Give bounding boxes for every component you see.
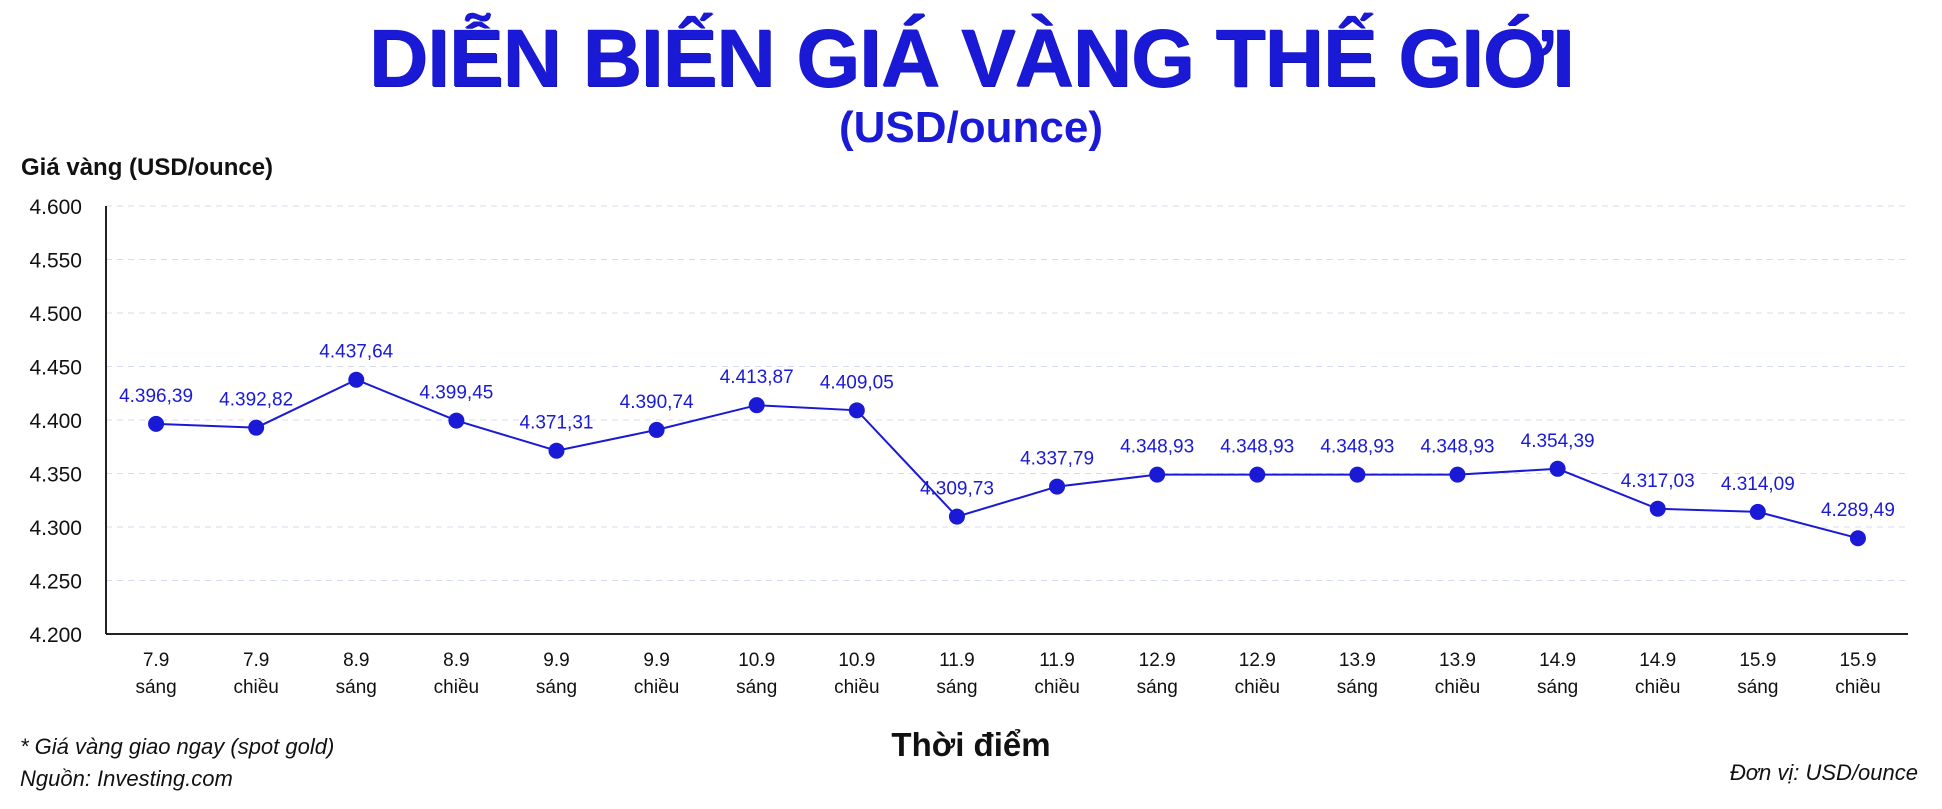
data-label: 4.348,93 xyxy=(1421,437,1495,458)
data-label: 4.348,93 xyxy=(1320,437,1394,458)
x-tick-date: 14.9 xyxy=(1639,650,1676,671)
data-point xyxy=(148,415,165,432)
data-label: 4.354,39 xyxy=(1521,431,1595,452)
x-tick-session: sáng xyxy=(536,677,577,698)
y-tick-label: 4.250 xyxy=(29,571,82,594)
data-point xyxy=(948,508,965,525)
x-tick-session: sáng xyxy=(1337,677,1378,698)
data-point xyxy=(748,397,765,414)
y-axis-ticks: 4.200 4.250 4.300 4.350 4.400 4.450 4.500 4.550… xyxy=(29,196,82,647)
x-tick-session: chiều xyxy=(1435,677,1480,698)
x-tick-date: 8.9 xyxy=(443,650,469,671)
data-points xyxy=(148,371,1866,547)
gridlines xyxy=(106,205,1908,581)
data-label: 4.309,73 xyxy=(920,479,994,500)
data-label: 4.392,82 xyxy=(219,390,293,411)
data-label: 4.399,45 xyxy=(419,383,493,404)
footnote: * Giá vàng giao ngay (spot gold) xyxy=(20,734,335,759)
data-point xyxy=(1749,503,1766,520)
data-point xyxy=(648,421,665,438)
data-label: 4.413,87 xyxy=(720,367,794,388)
y-tick-label: 4.600 xyxy=(29,196,82,219)
data-label: 4.314,09 xyxy=(1721,474,1795,495)
x-axis-title: Thời điểm xyxy=(891,726,1051,763)
y-tick-label: 4.550 xyxy=(29,250,82,273)
data-point xyxy=(1249,466,1266,483)
x-tick-session: chiều xyxy=(834,677,879,698)
x-tick-session: chiều xyxy=(1635,677,1680,698)
y-tick-label: 4.400 xyxy=(29,410,82,433)
x-tick-session: sáng xyxy=(1737,677,1778,698)
y-tick-label: 4.500 xyxy=(29,303,82,326)
y-axis-label: Giá vàng (USD/ounce) xyxy=(21,154,274,181)
data-label: 4.409,05 xyxy=(820,372,894,393)
x-tick-date: 9.9 xyxy=(643,650,669,671)
series-line xyxy=(156,378,1859,540)
y-tick-label: 4.200 xyxy=(29,624,82,647)
x-tick-session: chiều xyxy=(1835,677,1880,698)
data-label: 4.437,64 xyxy=(319,342,393,363)
x-tick-date: 10.9 xyxy=(738,650,775,671)
data-label: 4.396,39 xyxy=(119,386,193,407)
data-point xyxy=(1349,466,1366,483)
x-tick-date: 9.9 xyxy=(543,650,569,671)
x-tick-date: 15.9 xyxy=(1739,650,1776,671)
y-tick-label: 4.350 xyxy=(29,464,82,487)
x-tick-session: sáng xyxy=(135,677,176,698)
data-point xyxy=(548,442,565,459)
x-tick-date: 11.9 xyxy=(939,650,975,671)
x-tick-session: chiều xyxy=(634,677,679,698)
chart-title: DIỄN BIẾN GIÁ VÀNG THẾ GIỚI xyxy=(368,13,1575,104)
x-tick-date: 8.9 xyxy=(343,650,369,671)
chart-subtitle: (USD/ounce) xyxy=(839,103,1103,152)
x-tick-session: chiều xyxy=(434,677,479,698)
x-tick-session: sáng xyxy=(1537,677,1578,698)
data-label: 4.317,03 xyxy=(1621,471,1695,492)
data-label: 4.390,74 xyxy=(620,392,694,413)
data-point xyxy=(1149,466,1166,483)
x-tick-session: sáng xyxy=(1137,677,1178,698)
data-point xyxy=(448,412,465,429)
data-point xyxy=(1649,500,1666,517)
data-labels: 4.396,39 4.392,82 4.437,64 4.399,45 4.371,31… xyxy=(119,342,1895,522)
data-label: 4.348,93 xyxy=(1120,437,1194,458)
data-point xyxy=(1549,460,1566,477)
x-tick-session: sáng xyxy=(936,677,977,698)
data-label: 4.337,79 xyxy=(1020,449,1094,470)
data-point xyxy=(1849,530,1866,547)
x-tick-session: chiều xyxy=(1034,677,1079,698)
data-point xyxy=(1049,478,1066,495)
x-tick-session: sáng xyxy=(736,677,777,698)
x-tick-date: 12.9 xyxy=(1139,650,1176,671)
data-point xyxy=(248,419,265,436)
x-tick-date: 7.9 xyxy=(243,650,269,671)
unit-note: Đơn vị: USD/ounce xyxy=(1729,760,1918,785)
data-point xyxy=(1449,466,1466,483)
x-tick-date: 13.9 xyxy=(1439,650,1476,671)
x-tick-date: 10.9 xyxy=(838,650,875,671)
x-tick-date: 14.9 xyxy=(1539,650,1576,671)
data-label: 4.348,93 xyxy=(1220,437,1294,458)
x-tick-session: chiều xyxy=(233,677,278,698)
x-tick-date: 15.9 xyxy=(1839,650,1876,671)
data-point xyxy=(848,402,865,419)
data-label: 4.289,49 xyxy=(1821,500,1895,521)
x-tick-date: 7.9 xyxy=(143,650,169,671)
x-tick-date: 12.9 xyxy=(1239,650,1276,671)
y-tick-label: 4.300 xyxy=(29,517,82,540)
x-axis-ticks: 7.9 sáng 7.9 chiều 8.9 sáng 8.9 chiều 9.9 sáng 9.9… xyxy=(135,650,1880,698)
x-tick-session: chiều xyxy=(1235,677,1280,698)
x-tick-date: 13.9 xyxy=(1339,650,1376,671)
data-point xyxy=(348,371,365,388)
x-tick-date: 11.9 xyxy=(1039,650,1075,671)
source-note: Nguồn: Investing.com xyxy=(20,766,233,791)
x-tick-session: sáng xyxy=(336,677,377,698)
y-tick-label: 4.450 xyxy=(29,357,82,380)
data-label: 4.371,31 xyxy=(520,413,594,434)
